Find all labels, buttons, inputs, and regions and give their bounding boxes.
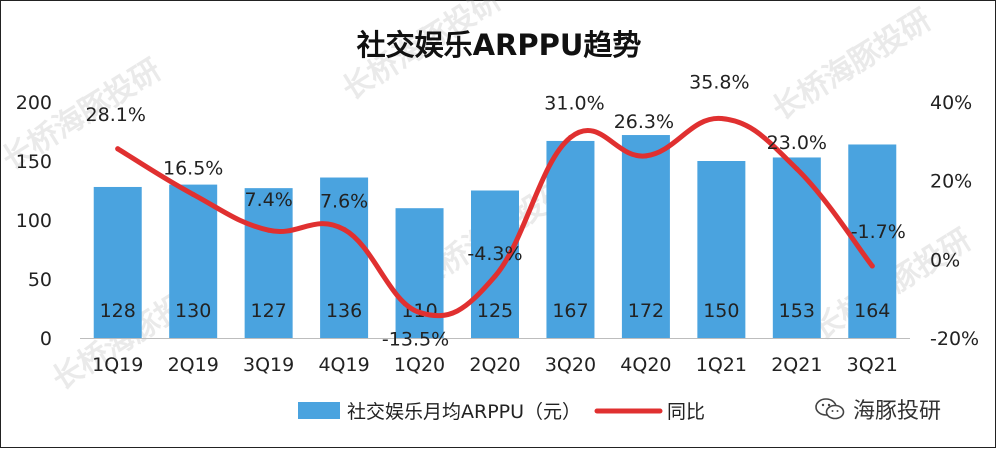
bar bbox=[169, 184, 218, 338]
x-tick-label: 2Q20 bbox=[469, 354, 520, 376]
y-right-tick-label: -20% bbox=[930, 328, 979, 350]
line-point bbox=[869, 263, 875, 269]
wechat-icon bbox=[815, 398, 845, 420]
legend-label-line: 同比 bbox=[667, 401, 705, 423]
x-tick-label: 1Q19 bbox=[92, 354, 143, 376]
bar bbox=[93, 186, 142, 338]
x-tick-label: 3Q20 bbox=[545, 354, 596, 376]
y-right-tick-label: 20% bbox=[930, 171, 972, 193]
bar-value-label: 167 bbox=[552, 300, 588, 322]
y-left-tick-label: 100 bbox=[16, 210, 52, 232]
y-left-tick-label: 50 bbox=[28, 269, 52, 291]
y-left-tick-label: 150 bbox=[16, 151, 52, 173]
line-value-label: 35.8% bbox=[689, 72, 749, 94]
bar-value-label: 172 bbox=[628, 300, 664, 322]
bar bbox=[546, 140, 595, 338]
line-value-label: -13.5% bbox=[382, 328, 449, 350]
x-tick-label: 1Q21 bbox=[696, 354, 747, 376]
bar-value-label: 136 bbox=[326, 300, 362, 322]
line-value-label: 26.3% bbox=[614, 111, 674, 133]
bar-value-label: 150 bbox=[703, 300, 739, 322]
x-tick-label: 1Q20 bbox=[394, 354, 445, 376]
brand-name: 海豚投研 bbox=[853, 399, 942, 424]
line-point bbox=[417, 309, 423, 315]
line-point bbox=[341, 226, 347, 232]
yoy-line bbox=[115, 116, 875, 319]
line-value-label: 23.0% bbox=[767, 132, 827, 154]
line-value-label: 28.1% bbox=[86, 104, 146, 126]
bar-value-label: 153 bbox=[779, 300, 815, 322]
line-point bbox=[266, 227, 272, 233]
y-left-tick-label: 200 bbox=[16, 92, 52, 114]
bar bbox=[697, 161, 746, 338]
chart-title: 社交娱乐ARPPU趋势 bbox=[357, 28, 642, 62]
line-point bbox=[718, 116, 724, 122]
legend-label-bar: 社交娱乐月均ARPPU（元） bbox=[347, 401, 581, 423]
line-point bbox=[794, 166, 800, 172]
x-tick-label: 2Q19 bbox=[168, 354, 219, 376]
x-tick-label: 3Q19 bbox=[243, 354, 294, 376]
legend-swatch-bar bbox=[298, 402, 340, 419]
x-tick-label: 4Q20 bbox=[620, 354, 671, 376]
line-value-label: 7.6% bbox=[320, 190, 368, 212]
line-point bbox=[567, 134, 573, 140]
line-point bbox=[492, 273, 498, 279]
bar-value-label: 128 bbox=[100, 300, 136, 322]
line-value-label: -4.3% bbox=[467, 243, 522, 265]
line-point bbox=[190, 191, 196, 197]
bar-value-label: 130 bbox=[175, 300, 211, 322]
line-point bbox=[115, 146, 121, 152]
bar bbox=[244, 188, 293, 338]
y-right-tick-label: 40% bbox=[930, 92, 972, 114]
bar-value-label: 125 bbox=[477, 300, 513, 322]
line-value-label: 31.0% bbox=[544, 92, 604, 114]
bar bbox=[621, 135, 670, 338]
line-value-label: 16.5% bbox=[163, 157, 223, 179]
x-tick-label: 2Q21 bbox=[771, 354, 822, 376]
bar bbox=[471, 190, 519, 338]
line-value-label: 7.4% bbox=[244, 189, 292, 211]
bar bbox=[320, 177, 369, 338]
x-tick-label: 4Q19 bbox=[318, 354, 369, 376]
line-value-label: -1.7% bbox=[851, 221, 906, 243]
y-left-tick-label: 0 bbox=[40, 328, 52, 350]
bar-value-label: 127 bbox=[251, 300, 287, 322]
y-right-tick-label: 0% bbox=[930, 249, 960, 271]
x-tick-label: 3Q21 bbox=[847, 354, 898, 376]
bar-value-label: 164 bbox=[854, 300, 890, 322]
brand-logo: 海豚投研 bbox=[815, 393, 941, 425]
line-point bbox=[643, 153, 649, 159]
